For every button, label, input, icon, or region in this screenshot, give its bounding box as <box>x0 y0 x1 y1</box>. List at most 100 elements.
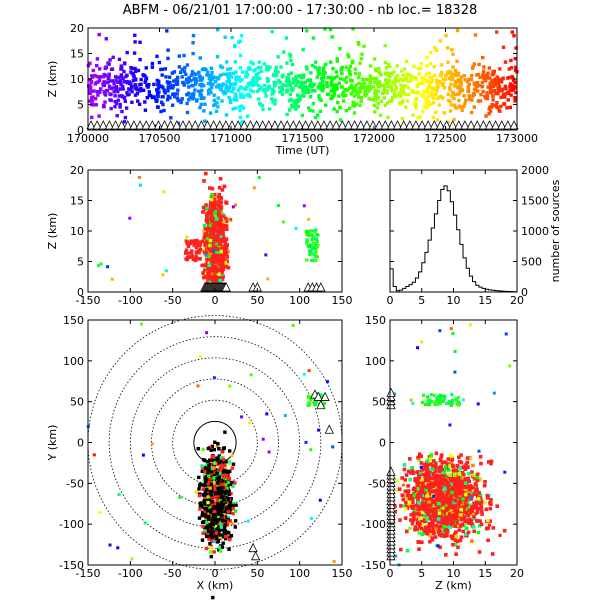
station-marker <box>166 120 176 130</box>
source-point <box>133 33 137 37</box>
source-point <box>426 71 430 76</box>
source-point <box>401 497 406 502</box>
source-point <box>239 34 244 38</box>
source-point <box>115 114 119 118</box>
source-point <box>319 86 323 91</box>
source-point <box>509 66 514 70</box>
source-point <box>108 92 112 96</box>
source-point <box>185 110 190 115</box>
source-point <box>207 537 211 541</box>
source-point <box>227 95 231 100</box>
source-point <box>268 65 272 69</box>
source-point <box>102 75 106 79</box>
source-point <box>113 105 117 109</box>
source-point <box>352 111 357 115</box>
source-point <box>213 245 218 249</box>
source-point <box>206 506 211 511</box>
source-point <box>238 79 242 83</box>
source-point <box>178 70 183 74</box>
source-point <box>216 232 221 236</box>
source-point <box>190 92 195 96</box>
source-point <box>434 80 439 84</box>
source-point <box>507 67 511 71</box>
source-point <box>455 59 459 63</box>
source-point <box>224 509 228 513</box>
source-point <box>121 84 125 89</box>
source-point <box>394 94 399 99</box>
source-point <box>201 239 205 243</box>
source-point <box>418 481 423 485</box>
source-point <box>248 421 252 425</box>
source-point <box>142 73 146 78</box>
station-marker <box>159 120 170 130</box>
source-point <box>224 83 229 88</box>
source-point <box>165 80 170 84</box>
source-point <box>352 94 357 98</box>
source-point <box>280 84 284 88</box>
y-tick-label: 5 <box>77 99 84 112</box>
source-point <box>207 523 211 527</box>
source-point <box>443 489 447 494</box>
source-point <box>216 518 221 522</box>
source-point <box>478 493 483 497</box>
source-point <box>487 107 491 111</box>
station-marker <box>331 120 341 130</box>
source-point <box>186 92 190 97</box>
source-point <box>513 57 517 61</box>
source-point <box>213 498 217 503</box>
source-point <box>214 531 219 535</box>
source-point <box>214 214 217 218</box>
source-point <box>232 71 236 75</box>
source-point <box>404 496 409 501</box>
source-point <box>463 78 467 82</box>
source-point <box>227 531 231 535</box>
source-point <box>429 453 434 457</box>
source-point <box>450 512 454 516</box>
source-point <box>499 104 503 109</box>
source-point <box>368 79 372 84</box>
source-point <box>266 68 271 72</box>
source-point <box>351 90 355 94</box>
source-point <box>207 525 211 529</box>
source-point <box>226 75 230 79</box>
source-point <box>353 86 357 91</box>
source-point <box>215 498 219 502</box>
source-point <box>119 82 123 87</box>
source-point <box>304 440 308 444</box>
source-point <box>462 74 467 78</box>
source-point <box>216 105 220 109</box>
source-point <box>116 75 120 80</box>
source-point <box>220 188 225 192</box>
source-point <box>202 67 207 71</box>
source-point <box>216 538 221 543</box>
station-marker <box>135 120 145 130</box>
source-point <box>214 269 219 274</box>
source-point <box>221 534 226 539</box>
source-point <box>449 82 453 87</box>
source-point <box>222 531 226 535</box>
source-point <box>325 80 329 85</box>
source-point <box>213 80 218 84</box>
source-point <box>351 104 355 108</box>
source-point <box>233 92 237 96</box>
source-point <box>318 81 322 86</box>
source-point <box>219 522 223 526</box>
source-point <box>307 217 311 221</box>
x-tick-label: 0 <box>212 294 219 307</box>
source-point <box>122 120 127 124</box>
source-point <box>256 83 261 88</box>
source-point <box>213 491 218 495</box>
source-point <box>465 500 470 505</box>
source-point <box>458 78 463 82</box>
source-point <box>210 469 214 474</box>
source-point <box>128 88 133 92</box>
source-point <box>189 251 193 255</box>
source-point <box>207 260 212 264</box>
source-point <box>224 264 229 269</box>
source-point <box>391 96 395 100</box>
source-point <box>168 75 172 79</box>
source-point <box>229 497 233 501</box>
source-point <box>423 467 427 471</box>
source-point <box>420 76 424 80</box>
